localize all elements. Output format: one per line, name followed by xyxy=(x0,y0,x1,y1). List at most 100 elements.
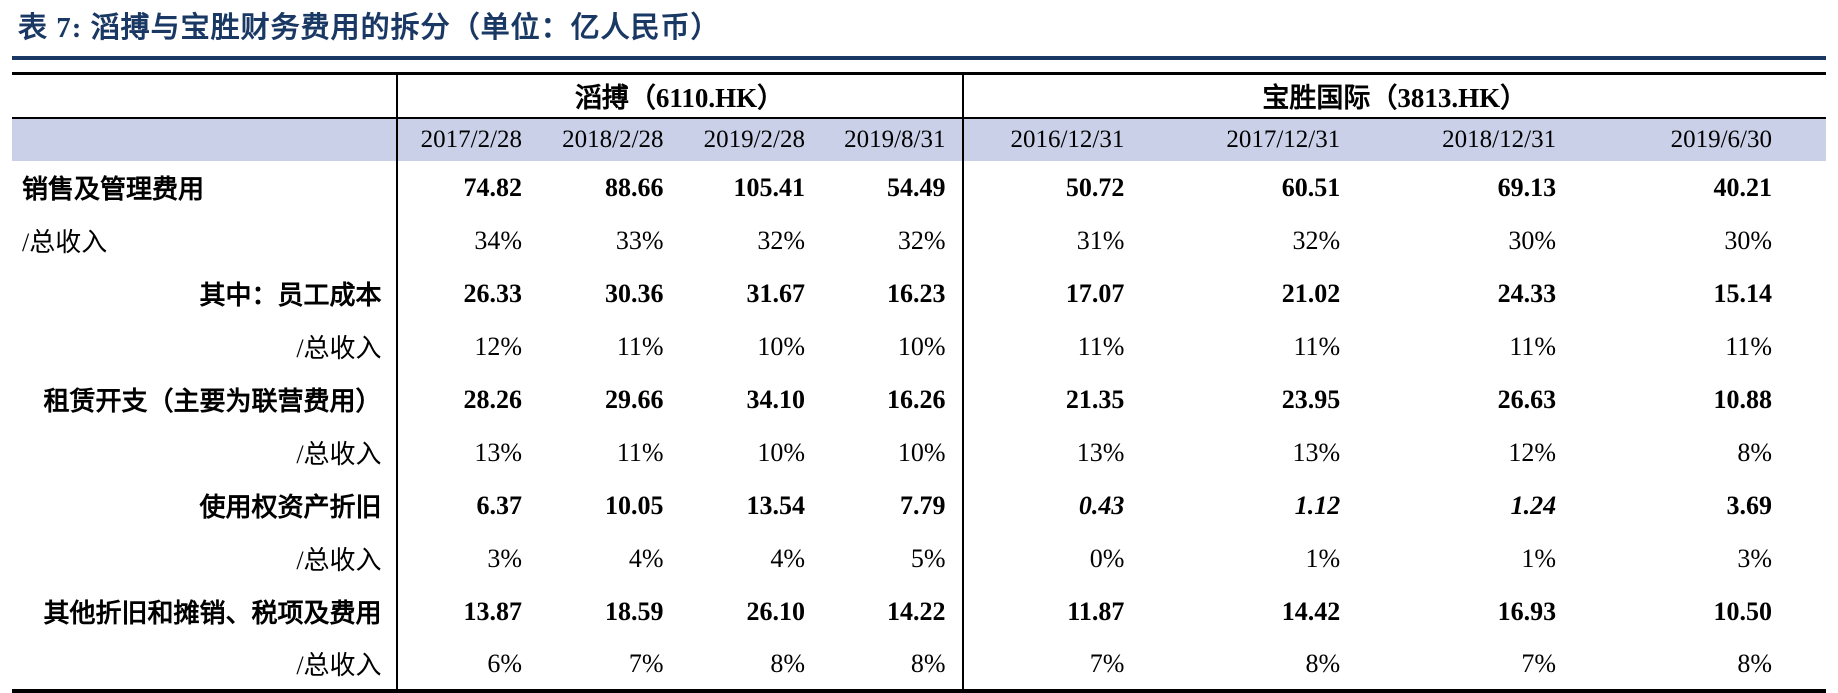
row-label: 租赁开支（主要为联营费用） xyxy=(43,387,382,417)
value-cell: 3% xyxy=(1737,543,1772,573)
value-cell: 1% xyxy=(1305,543,1341,573)
value-cell: 26.10 xyxy=(746,596,806,626)
value-cell: 32% xyxy=(897,225,946,255)
value-cell: 74.82 xyxy=(395,161,539,215)
table-row: 租赁开支（主要为联营费用） 28.26 29.66 34.10 16.26 21.35 23… xyxy=(12,373,1826,427)
value-cell: 6.37 xyxy=(395,479,539,533)
value-cell: 6% xyxy=(395,638,539,692)
table-row: 其中：员工成本 26.33 30.36 31.67 16.23 17.07 21.02 24.… xyxy=(12,267,1826,321)
value-cell: 50.72 xyxy=(961,161,1179,215)
row-label: /总收入 xyxy=(296,440,382,470)
value-cell: 30% xyxy=(1724,225,1772,255)
value-cell: 13% xyxy=(961,426,1179,480)
value-cell: 33% xyxy=(615,225,664,255)
value-cell: 16.23 xyxy=(887,278,946,308)
value-cell: 60.51 xyxy=(1281,172,1341,202)
value-cell: 8% xyxy=(770,648,806,678)
value-cell: 40.21 xyxy=(1713,172,1773,202)
value-cell: 32% xyxy=(1292,225,1341,255)
row-label: 销售及管理费用 xyxy=(22,175,205,205)
value-cell: 7% xyxy=(961,638,1179,692)
value-cell: 69.13 xyxy=(1497,172,1557,202)
value-cell: 4% xyxy=(628,543,664,573)
value-cell: 1% xyxy=(1521,543,1557,573)
table-row: 销售及管理费用 74.82 88.66 105.41 54.49 50.72 60.51 69… xyxy=(12,161,1826,215)
value-cell: 11% xyxy=(616,331,664,361)
value-cell: 12% xyxy=(395,320,539,374)
value-cell: 0.43 xyxy=(961,479,1179,533)
date-header: 2018/2/28 xyxy=(538,118,680,162)
value-cell: 16.93 xyxy=(1497,596,1557,626)
table-row: 使用权资产折旧 6.37 10.05 13.54 7.79 0.43 1.12 1.24 3.6… xyxy=(12,479,1826,533)
value-cell: 14.22 xyxy=(887,596,946,626)
value-cell: 8% xyxy=(910,648,946,678)
table-header: 滔搏（6110.HK） 宝胜国际（3813.HK） 2017/2/28 2018/2… xyxy=(12,73,1826,162)
value-cell: 10% xyxy=(757,437,806,467)
value-cell: 8% xyxy=(1305,648,1341,678)
value-cell: 10.88 xyxy=(1713,384,1773,414)
table-title: 表 7: 滔搏与宝胜财务费用的拆分（单位：亿人民币） xyxy=(18,12,721,44)
value-cell: 18.59 xyxy=(605,596,664,626)
row-label: /总收入 xyxy=(296,651,382,681)
date-header: 2017/2/28 xyxy=(395,118,539,162)
financial-breakdown-table: 滔搏（6110.HK） 宝胜国际（3813.HK） 2017/2/28 2018/2… xyxy=(12,71,1826,693)
value-cell: 13.54 xyxy=(746,490,806,520)
table-row: /总收入 12% 11% 10% 10% 11% 11% 11% 11% xyxy=(12,320,1826,374)
value-cell: 11.87 xyxy=(961,585,1179,639)
date-header: 2016/12/31 xyxy=(961,118,1179,162)
value-cell: 0% xyxy=(961,532,1179,586)
value-cell: 13.87 xyxy=(395,585,539,639)
date-row-spacer xyxy=(12,118,397,162)
value-cell: 8% xyxy=(1737,648,1772,678)
value-cell: 10% xyxy=(897,331,946,361)
table-row: /总收入 6% 7% 8% 8% 7% 8% 7% 8% xyxy=(12,638,1826,692)
value-cell: 11% xyxy=(1293,331,1341,361)
table-row: /总收入 13% 11% 10% 10% 13% 13% 12% 8% xyxy=(12,426,1826,480)
value-cell: 34.10 xyxy=(746,384,806,414)
value-cell: 88.66 xyxy=(605,172,664,202)
company-group-header: 滔搏（6110.HK） xyxy=(395,73,963,120)
value-cell: 11% xyxy=(961,320,1179,374)
value-cell: 54.49 xyxy=(887,172,946,202)
value-cell: 10.05 xyxy=(605,490,664,520)
value-cell: 23.95 xyxy=(1281,384,1341,414)
row-label: 其他折旧和摊销、税项及费用 xyxy=(43,599,382,629)
value-cell: 8% xyxy=(1737,437,1772,467)
value-cell: 5% xyxy=(910,543,946,573)
date-header: 2019/2/28 xyxy=(679,118,822,162)
value-cell: 7.79 xyxy=(900,490,946,520)
value-cell: 4% xyxy=(770,543,806,573)
value-cell: 32% xyxy=(757,225,806,255)
value-cell: 31% xyxy=(961,214,1179,268)
value-cell: 26.63 xyxy=(1497,384,1557,414)
value-cell: 12% xyxy=(1508,437,1557,467)
company-group-row: 滔搏（6110.HK） 宝胜国际（3813.HK） xyxy=(12,73,1826,120)
value-cell: 24.33 xyxy=(1497,278,1557,308)
value-cell: 16.26 xyxy=(887,384,946,414)
header-corner-spacer xyxy=(12,73,397,120)
value-cell: 17.07 xyxy=(961,267,1179,321)
value-cell: 15.14 xyxy=(1713,278,1773,308)
table-row: /总收入 3% 4% 4% 5% 0% 1% 1% 3% xyxy=(12,532,1826,586)
table-row: /总收入 34% 33% 32% 32% 31% 32% 30% 30% xyxy=(12,214,1826,268)
value-cell: 30% xyxy=(1508,225,1557,255)
value-cell: 10% xyxy=(897,437,946,467)
row-label: /总收入 xyxy=(296,334,382,364)
value-cell: 31.67 xyxy=(746,278,806,308)
date-header: 2017/12/31 xyxy=(1178,118,1395,162)
value-cell: 1.24 xyxy=(1510,490,1557,520)
value-cell: 3.69 xyxy=(1726,490,1773,520)
value-cell: 26.33 xyxy=(395,267,539,321)
row-label: /总收入 xyxy=(296,546,382,576)
row-label: 使用权资产折旧 xyxy=(199,493,382,523)
row-label: 其中：员工成本 xyxy=(199,281,382,311)
value-cell: 21.02 xyxy=(1281,278,1341,308)
title-rule xyxy=(12,55,1826,60)
value-cell: 7% xyxy=(1521,648,1557,678)
value-cell: 29.66 xyxy=(605,384,664,414)
value-cell: 10% xyxy=(757,331,806,361)
row-label: /总收入 xyxy=(22,228,108,258)
date-header: 2019/8/31 xyxy=(821,118,963,162)
company-group-header: 宝胜国际（3813.HK） xyxy=(961,73,1826,120)
